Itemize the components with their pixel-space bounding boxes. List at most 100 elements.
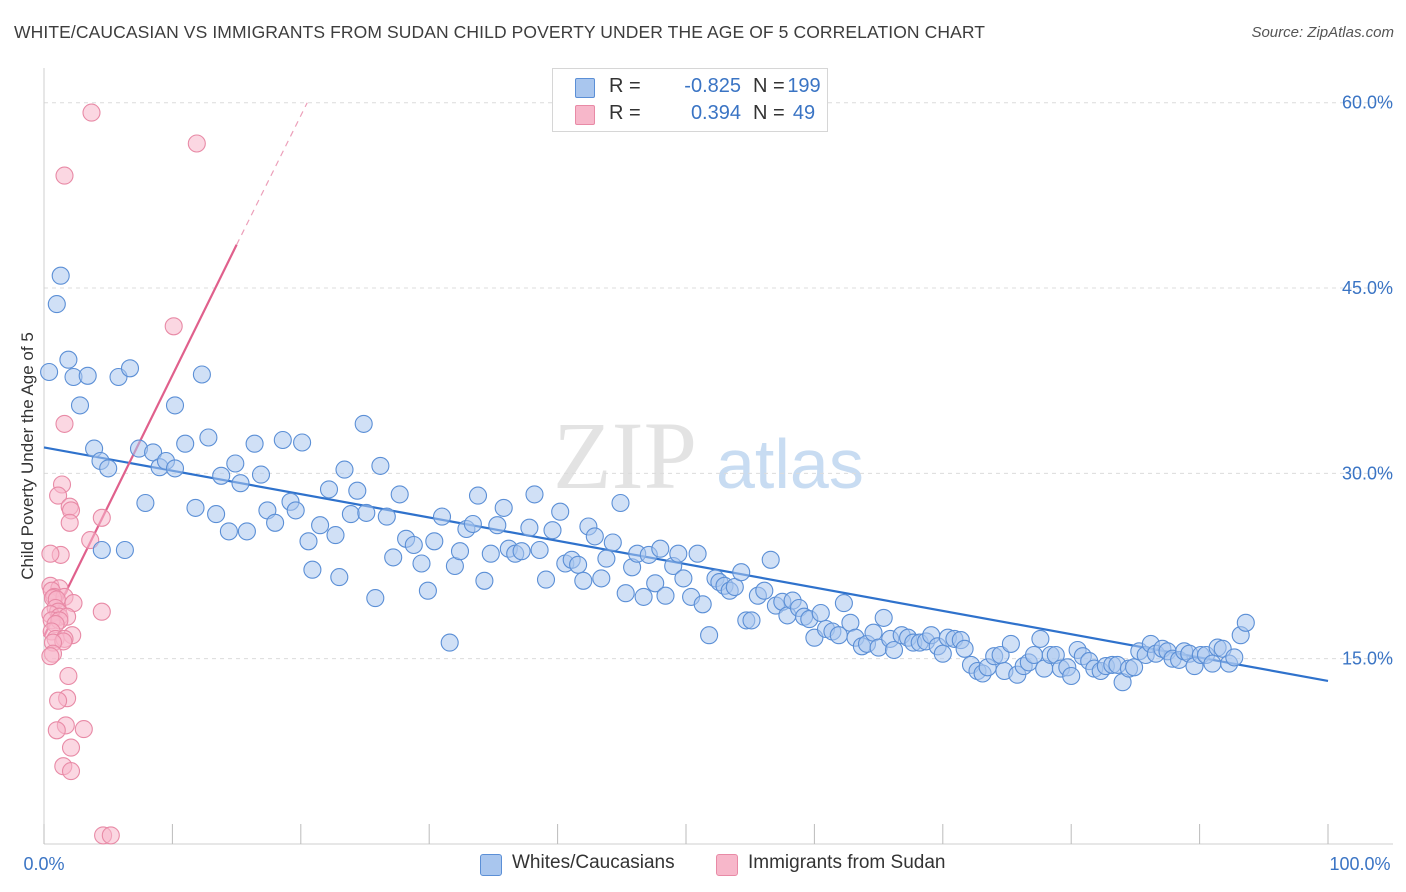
data-point-whites — [688, 544, 707, 563]
data-point-whites — [412, 554, 431, 573]
x-ticks — [43, 824, 1329, 844]
data-point-sudan — [41, 647, 60, 666]
legend-r-label: R = — [609, 102, 641, 124]
data-point-sudan — [55, 166, 74, 185]
data-point-sudan — [101, 826, 120, 845]
data-point-sudan — [47, 721, 66, 740]
data-point-whites — [245, 434, 264, 453]
trendline-sudan-extension — [236, 102, 308, 246]
y-tick-label: 15.0% — [1342, 649, 1393, 669]
data-point-whites — [136, 493, 155, 513]
legend: R = -0.825 N = 199 R = 0.394 N = 49 — [552, 68, 828, 132]
legend-r-label: R = — [609, 75, 641, 97]
data-point-whites — [742, 611, 761, 630]
data-point-whites — [319, 480, 339, 499]
data-point-whites — [1236, 613, 1255, 632]
data-point-whites — [512, 542, 531, 561]
data-point-sudan — [49, 691, 68, 710]
data-point-whites — [1031, 629, 1050, 648]
data-point-whites — [1062, 666, 1081, 686]
y-tick-label: 60.0% — [1342, 93, 1393, 113]
data-point-whites — [955, 639, 974, 658]
data-point-whites — [404, 535, 423, 555]
data-point-whites — [237, 522, 256, 541]
series-whites-caucasians — [40, 266, 1255, 692]
data-point-whites — [384, 548, 403, 567]
data-point-whites — [144, 443, 163, 462]
data-point-whites — [186, 498, 205, 517]
data-point-whites — [251, 465, 271, 484]
data-point-whites — [231, 474, 250, 493]
data-point-sudan — [61, 762, 81, 781]
data-point-whites — [674, 569, 693, 588]
data-point-whites — [611, 493, 630, 513]
data-point-whites — [330, 568, 349, 587]
data-point-whites — [488, 516, 507, 535]
data-point-whites — [1225, 648, 1244, 667]
data-point-whites — [266, 513, 285, 532]
legend-n-value: 49 — [792, 102, 816, 124]
data-point-whites — [366, 589, 385, 608]
data-point-whites — [51, 266, 70, 285]
data-point-sudan — [164, 317, 183, 336]
data-point-sudan — [92, 508, 111, 527]
data-point-whites — [47, 295, 66, 314]
data-point-whites — [669, 544, 688, 563]
bottom-legend-whites: Whites/Caucasians — [480, 852, 710, 876]
data-point-whites — [59, 350, 78, 369]
data-point-whites — [761, 550, 780, 569]
data-point-whites — [585, 527, 604, 546]
data-point-whites — [432, 507, 452, 526]
data-point-whites — [634, 587, 653, 606]
data-point-whites — [700, 626, 719, 645]
data-point-whites — [494, 498, 513, 517]
data-point-whites — [574, 571, 593, 590]
data-point-whites — [286, 501, 305, 520]
data-point-whites — [475, 571, 494, 590]
source-label: Source: ZipAtlas.com — [1251, 24, 1394, 41]
data-point-whites — [450, 542, 470, 561]
data-point-sudan — [81, 531, 100, 550]
data-point-sudan — [41, 544, 60, 563]
data-point-sudan — [92, 602, 111, 621]
legend-r-value: 0.394 — [690, 102, 741, 124]
data-point-whites — [1125, 658, 1144, 677]
legend-n-label: N = — [753, 75, 785, 97]
watermark: ZIP atlas — [553, 402, 864, 509]
data-point-whites — [520, 518, 539, 537]
data-point-whites — [616, 584, 635, 603]
data-point-whites — [551, 502, 570, 521]
data-point-sudan — [82, 103, 101, 122]
data-point-whites — [341, 505, 360, 524]
data-point-sudan — [74, 720, 93, 739]
data-point-whites — [176, 434, 195, 453]
y-tick-labels: 15.0% 30.0% 45.0% 60.0% — [1342, 93, 1393, 669]
data-point-whites — [40, 362, 59, 382]
data-point-whites — [569, 555, 588, 574]
data-point-whites — [481, 544, 500, 563]
data-point-sudan — [60, 513, 79, 532]
x-tick-label-min: 0.0% — [23, 854, 64, 874]
data-point-whites — [377, 507, 396, 526]
data-point-whites — [603, 533, 622, 552]
data-point-sudan — [49, 486, 68, 505]
data-point-whites — [354, 414, 373, 433]
data-point-whites — [425, 532, 444, 551]
data-point-whites — [440, 633, 459, 652]
data-point-whites — [219, 522, 238, 541]
data-point-whites — [834, 594, 853, 613]
data-point-whites — [418, 581, 437, 600]
data-point-whites — [874, 608, 893, 627]
data-point-whites — [525, 485, 544, 504]
data-point-whites — [651, 539, 670, 558]
data-point-whites — [597, 549, 616, 568]
data-point-whites — [755, 581, 774, 600]
data-point-whites — [92, 540, 111, 560]
data-point-whites — [120, 359, 140, 378]
data-point-whites — [293, 433, 312, 452]
data-point-whites — [303, 560, 322, 579]
trendline-whites — [43, 446, 1329, 682]
data-point-whites — [115, 540, 134, 560]
data-point-sudan — [55, 414, 74, 433]
